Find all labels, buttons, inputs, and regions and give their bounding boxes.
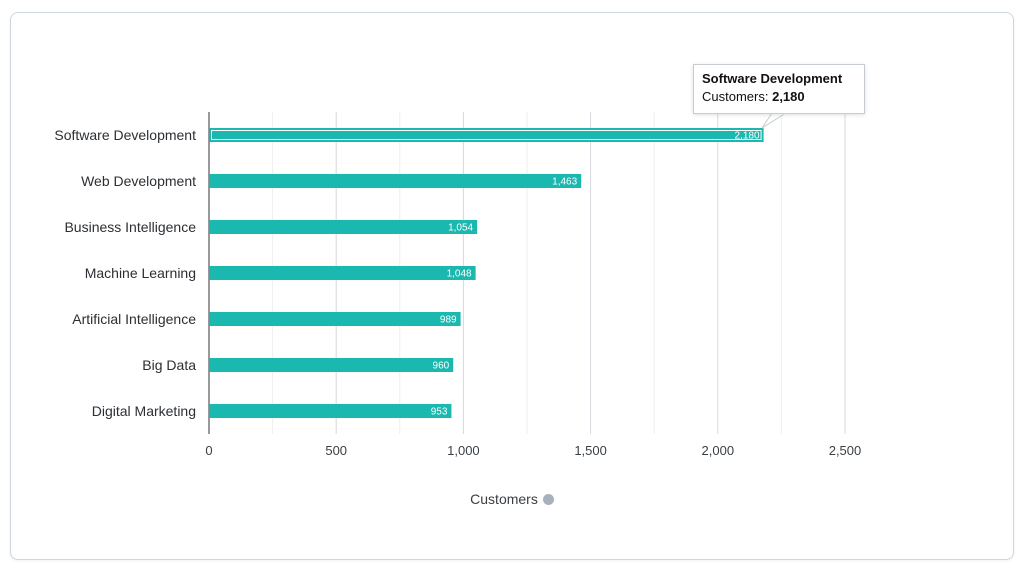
tooltip: Software Development Customers: 2,180	[693, 64, 865, 114]
x-tick-label: 2,000	[702, 443, 735, 458]
bar[interactable]	[209, 404, 452, 418]
data-label: 989	[440, 315, 457, 326]
tooltip-value: 2,180	[772, 89, 805, 104]
x-tick-label: 2,500	[829, 443, 862, 458]
x-tick-label: 500	[325, 443, 347, 458]
data-label: 960	[433, 361, 450, 372]
info-icon[interactable]	[542, 494, 554, 505]
data-label: 1,054	[448, 223, 473, 234]
data-label: 2,180	[735, 131, 760, 142]
data-label: 1,463	[552, 177, 577, 188]
x-tick-label: 0	[205, 443, 212, 458]
tooltip-title: Software Development	[702, 71, 843, 86]
bar[interactable]	[209, 312, 461, 326]
x-tick-labels: 0 500 1,000 1,500 2,000 2,500	[205, 443, 861, 458]
x-axis-title: Customers	[0, 491, 1024, 507]
tooltip-body: Customers: 2,180	[702, 89, 856, 104]
x-tick-label: 1,000	[447, 443, 480, 458]
bar[interactable]	[209, 174, 582, 188]
bars	[209, 128, 764, 418]
category-labels: Software Development Web Development Busin…	[54, 127, 196, 419]
x-tick-label: 1,500	[574, 443, 607, 458]
grid-lines	[208, 112, 846, 434]
bar[interactable]	[209, 128, 764, 142]
category-label: Digital Marketing	[92, 403, 196, 419]
category-label: Artificial Intelligence	[72, 311, 196, 327]
bar[interactable]	[209, 266, 476, 280]
data-label: 953	[431, 407, 448, 418]
data-label: 1,048	[447, 269, 472, 280]
category-label: Software Development	[54, 127, 196, 143]
category-label: Web Development	[81, 173, 196, 189]
bar-highlight-outline	[211, 130, 762, 140]
x-axis-title-text: Customers	[470, 491, 538, 507]
category-label: Big Data	[142, 357, 196, 373]
bar[interactable]	[209, 358, 454, 372]
category-label: Machine Learning	[85, 265, 196, 281]
category-label: Business Intelligence	[64, 219, 196, 235]
tooltip-label: Customers:	[702, 89, 769, 104]
data-labels: 2,180 1,463 1,054 1,048 989 960 953	[431, 131, 760, 418]
bar[interactable]	[209, 220, 478, 234]
